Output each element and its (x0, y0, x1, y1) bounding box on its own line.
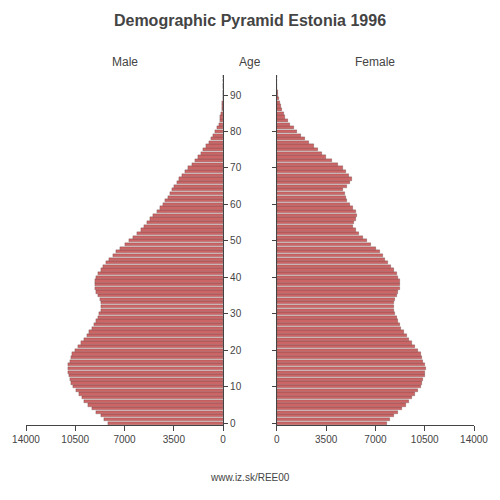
svg-text:Age: Age (239, 55, 261, 69)
svg-text:14000: 14000 (12, 434, 40, 445)
svg-text:10: 10 (230, 381, 242, 392)
svg-text:80: 80 (230, 126, 242, 137)
svg-text:10500: 10500 (411, 434, 439, 445)
svg-text:60: 60 (230, 199, 242, 210)
svg-text:90: 90 (230, 90, 242, 101)
svg-text:30: 30 (230, 308, 242, 319)
svg-text:10500: 10500 (61, 434, 89, 445)
svg-text:3500: 3500 (315, 434, 338, 445)
svg-text:3500: 3500 (163, 434, 186, 445)
svg-text:70: 70 (230, 162, 242, 173)
svg-text:Male: Male (112, 55, 138, 69)
svg-text:Female: Female (355, 55, 395, 69)
svg-text:20: 20 (230, 345, 242, 356)
svg-text:0: 0 (274, 434, 280, 445)
svg-text:www.iz.sk/REE00: www.iz.sk/REE00 (210, 472, 290, 483)
svg-text:50: 50 (230, 235, 242, 246)
svg-text:14000: 14000 (460, 434, 488, 445)
svg-text:0: 0 (220, 434, 226, 445)
svg-text:7000: 7000 (113, 434, 136, 445)
svg-text:Demographic Pyramid Estonia 19: Demographic Pyramid Estonia 1996 (114, 12, 386, 29)
svg-text:40: 40 (230, 272, 242, 283)
svg-text:0: 0 (230, 418, 236, 429)
svg-text:7000: 7000 (364, 434, 387, 445)
